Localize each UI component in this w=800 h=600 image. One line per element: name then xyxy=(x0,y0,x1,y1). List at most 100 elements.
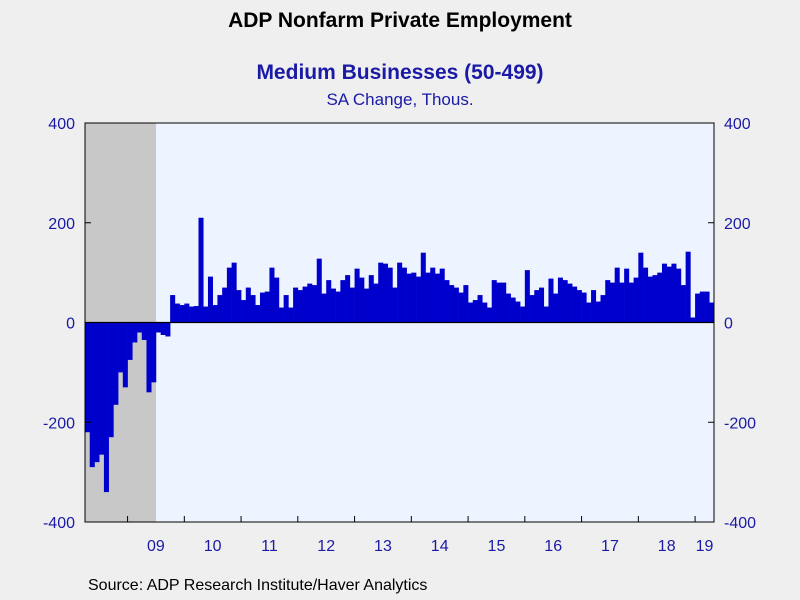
bar xyxy=(680,285,686,323)
bar xyxy=(89,322,95,468)
x-tick-label: 19 xyxy=(696,538,714,555)
bar xyxy=(486,307,493,323)
bar xyxy=(170,295,176,323)
chart-title: ADP Nonfarm Private Employment xyxy=(228,9,572,32)
x-tick-label: 12 xyxy=(317,538,335,555)
bar xyxy=(288,307,294,323)
bar xyxy=(269,267,275,323)
bar xyxy=(425,272,431,323)
bar xyxy=(155,322,161,333)
bar xyxy=(529,295,535,323)
bar xyxy=(562,280,568,323)
bar xyxy=(401,267,407,323)
y-tick-label-left: -200 xyxy=(43,415,75,432)
bar xyxy=(316,258,322,323)
bar xyxy=(463,285,469,323)
x-tick-label: 10 xyxy=(204,538,222,555)
bar xyxy=(127,322,133,360)
bar xyxy=(245,287,251,323)
bar xyxy=(203,306,209,323)
bar xyxy=(685,251,691,323)
bar xyxy=(704,291,710,323)
bar xyxy=(118,322,124,373)
bar xyxy=(349,287,355,323)
bar xyxy=(345,275,351,323)
bar xyxy=(458,292,464,323)
bar xyxy=(633,277,639,323)
bar xyxy=(657,272,663,323)
bar xyxy=(643,267,649,323)
bar xyxy=(515,301,521,323)
bar xyxy=(330,288,336,323)
x-tick-label: 17 xyxy=(601,538,619,555)
bar xyxy=(137,322,143,333)
bar xyxy=(397,262,403,323)
bar xyxy=(449,285,455,323)
bar xyxy=(222,287,228,323)
bar xyxy=(122,322,128,388)
bar xyxy=(259,292,266,323)
bar xyxy=(472,300,478,323)
bar xyxy=(231,262,237,323)
bar xyxy=(524,270,530,323)
bar xyxy=(217,295,223,323)
bar xyxy=(666,266,672,323)
y-tick-label-right: 200 xyxy=(724,216,751,233)
y-tick-label-left: 200 xyxy=(48,216,75,233)
bar xyxy=(614,267,620,323)
bar xyxy=(165,322,171,337)
bar xyxy=(364,288,370,323)
bar xyxy=(241,300,247,323)
bar xyxy=(439,268,445,323)
bar xyxy=(572,286,578,323)
bar xyxy=(359,277,365,323)
bar xyxy=(141,322,147,340)
bar xyxy=(307,283,313,323)
x-tick-label: 14 xyxy=(431,538,449,555)
bar xyxy=(283,295,289,323)
bar xyxy=(411,272,417,323)
bar xyxy=(510,297,516,323)
bar xyxy=(113,322,119,405)
x-tick-label: 09 xyxy=(147,538,165,555)
x-tick-label: 11 xyxy=(261,538,278,555)
bar xyxy=(543,306,549,323)
bar xyxy=(553,293,559,323)
bar xyxy=(193,306,199,323)
bar xyxy=(174,303,180,323)
bar xyxy=(638,252,644,323)
bar xyxy=(226,267,232,323)
bar xyxy=(600,295,606,323)
bar xyxy=(539,287,545,323)
bar xyxy=(146,322,152,393)
x-tick-label: 15 xyxy=(488,538,506,555)
bar xyxy=(501,282,507,323)
bar xyxy=(274,277,280,323)
bar xyxy=(184,303,190,323)
bar xyxy=(85,322,91,433)
bar xyxy=(477,295,483,323)
bar xyxy=(690,317,696,323)
bar xyxy=(624,268,630,323)
bar xyxy=(94,322,100,463)
bar xyxy=(595,301,601,323)
y-tick-label-right: 0 xyxy=(724,316,733,333)
x-tick-label: 13 xyxy=(374,538,392,555)
y-tick-label-left: -400 xyxy=(43,515,75,532)
chart-subtitle: Medium Businesses (50-499) xyxy=(256,61,544,84)
chart-units: SA Change, Thous. xyxy=(326,90,474,109)
bar xyxy=(264,291,270,323)
bar xyxy=(496,282,502,323)
bar xyxy=(647,276,653,323)
bar xyxy=(108,322,114,438)
bar xyxy=(420,252,426,323)
bar xyxy=(387,267,393,323)
bar xyxy=(255,305,261,323)
bar xyxy=(609,282,615,323)
bar xyxy=(468,302,474,323)
bar xyxy=(548,278,554,323)
bar xyxy=(207,276,213,323)
source-note: Source: ADP Research Institute/Haver Ana… xyxy=(88,577,428,594)
bar xyxy=(695,293,701,323)
